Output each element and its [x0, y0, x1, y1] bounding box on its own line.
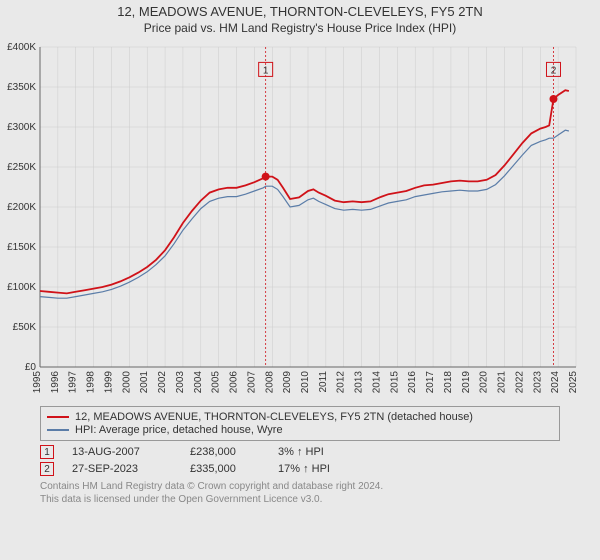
event-pct: 17% ↑ HPI	[278, 463, 378, 475]
event-date: 13-AUG-2007	[72, 446, 172, 458]
svg-text:2012: 2012	[336, 371, 347, 394]
svg-text:1998: 1998	[86, 371, 97, 394]
footer-line-2: This data is licensed under the Open Gov…	[40, 493, 560, 506]
svg-text:£150K: £150K	[7, 242, 36, 253]
legend-label: 12, MEADOWS AVENUE, THORNTON-CLEVELEYS, …	[75, 411, 473, 423]
svg-text:2013: 2013	[354, 371, 365, 394]
svg-text:2016: 2016	[407, 371, 418, 394]
svg-text:2008: 2008	[264, 371, 275, 394]
event-price: £335,000	[190, 463, 260, 475]
svg-text:1996: 1996	[50, 371, 61, 394]
svg-text:2000: 2000	[121, 371, 132, 394]
svg-text:2018: 2018	[443, 371, 454, 394]
chart-titles: 12, MEADOWS AVENUE, THORNTON-CLEVELEYS, …	[0, 0, 600, 37]
event-row: 2 27-SEP-2023 £335,000 17% ↑ HPI	[40, 462, 560, 476]
svg-text:2002: 2002	[157, 371, 168, 394]
svg-text:2014: 2014	[371, 371, 382, 394]
svg-text:1999: 1999	[103, 371, 114, 394]
svg-text:£300K: £300K	[7, 122, 36, 133]
svg-text:£400K: £400K	[7, 42, 36, 53]
svg-text:2020: 2020	[479, 371, 490, 394]
svg-text:2011: 2011	[318, 371, 329, 393]
svg-text:1995: 1995	[32, 371, 43, 394]
svg-text:2021: 2021	[497, 371, 508, 394]
event-date: 27-SEP-2023	[72, 463, 172, 475]
svg-text:2017: 2017	[425, 371, 436, 394]
svg-text:2003: 2003	[175, 371, 186, 394]
svg-text:£200K: £200K	[7, 202, 36, 213]
chart-title-desc: Price paid vs. HM Land Registry's House …	[0, 21, 600, 35]
legend-box: 12, MEADOWS AVENUE, THORNTON-CLEVELEYS, …	[40, 406, 560, 441]
svg-text:2015: 2015	[389, 371, 400, 394]
svg-text:2009: 2009	[282, 371, 293, 394]
svg-text:2023: 2023	[532, 371, 543, 394]
legend-label: HPI: Average price, detached house, Wyre	[75, 424, 283, 436]
svg-text:1997: 1997	[68, 371, 79, 394]
svg-text:£100K: £100K	[7, 282, 36, 293]
svg-text:2: 2	[551, 65, 557, 76]
svg-text:£350K: £350K	[7, 82, 36, 93]
svg-text:2024: 2024	[550, 371, 561, 394]
svg-text:2004: 2004	[193, 371, 204, 394]
chart-title-address: 12, MEADOWS AVENUE, THORNTON-CLEVELEYS, …	[0, 4, 600, 19]
legend-row: 12, MEADOWS AVENUE, THORNTON-CLEVELEYS, …	[47, 411, 553, 423]
svg-text:£50K: £50K	[13, 322, 37, 333]
svg-text:2025: 2025	[568, 371, 579, 394]
chart-area: £0£50K£100K£150K£200K£250K£300K£350K£400…	[0, 37, 600, 402]
svg-text:£250K: £250K	[7, 162, 36, 173]
legend-row: HPI: Average price, detached house, Wyre	[47, 424, 553, 436]
event-marker: 2	[40, 462, 54, 476]
svg-text:2010: 2010	[300, 371, 311, 394]
event-price: £238,000	[190, 446, 260, 458]
legend-swatch	[47, 416, 69, 418]
svg-text:2005: 2005	[211, 371, 222, 394]
svg-text:2007: 2007	[246, 371, 257, 394]
svg-text:2019: 2019	[461, 371, 472, 394]
svg-text:2006: 2006	[229, 371, 240, 394]
event-row: 1 13-AUG-2007 £238,000 3% ↑ HPI	[40, 445, 560, 459]
svg-text:2001: 2001	[139, 371, 150, 394]
event-pct: 3% ↑ HPI	[278, 446, 378, 458]
footer-attribution: Contains HM Land Registry data © Crown c…	[40, 480, 560, 506]
line-chart-svg: £0£50K£100K£150K£200K£250K£300K£350K£400…	[0, 37, 600, 397]
footer-line-1: Contains HM Land Registry data © Crown c…	[40, 480, 560, 493]
event-table: 1 13-AUG-2007 £238,000 3% ↑ HPI 2 27-SEP-2023…	[40, 445, 560, 476]
legend-swatch	[47, 429, 69, 431]
event-marker: 1	[40, 445, 54, 459]
svg-text:2022: 2022	[514, 371, 525, 394]
svg-text:1: 1	[263, 65, 269, 76]
